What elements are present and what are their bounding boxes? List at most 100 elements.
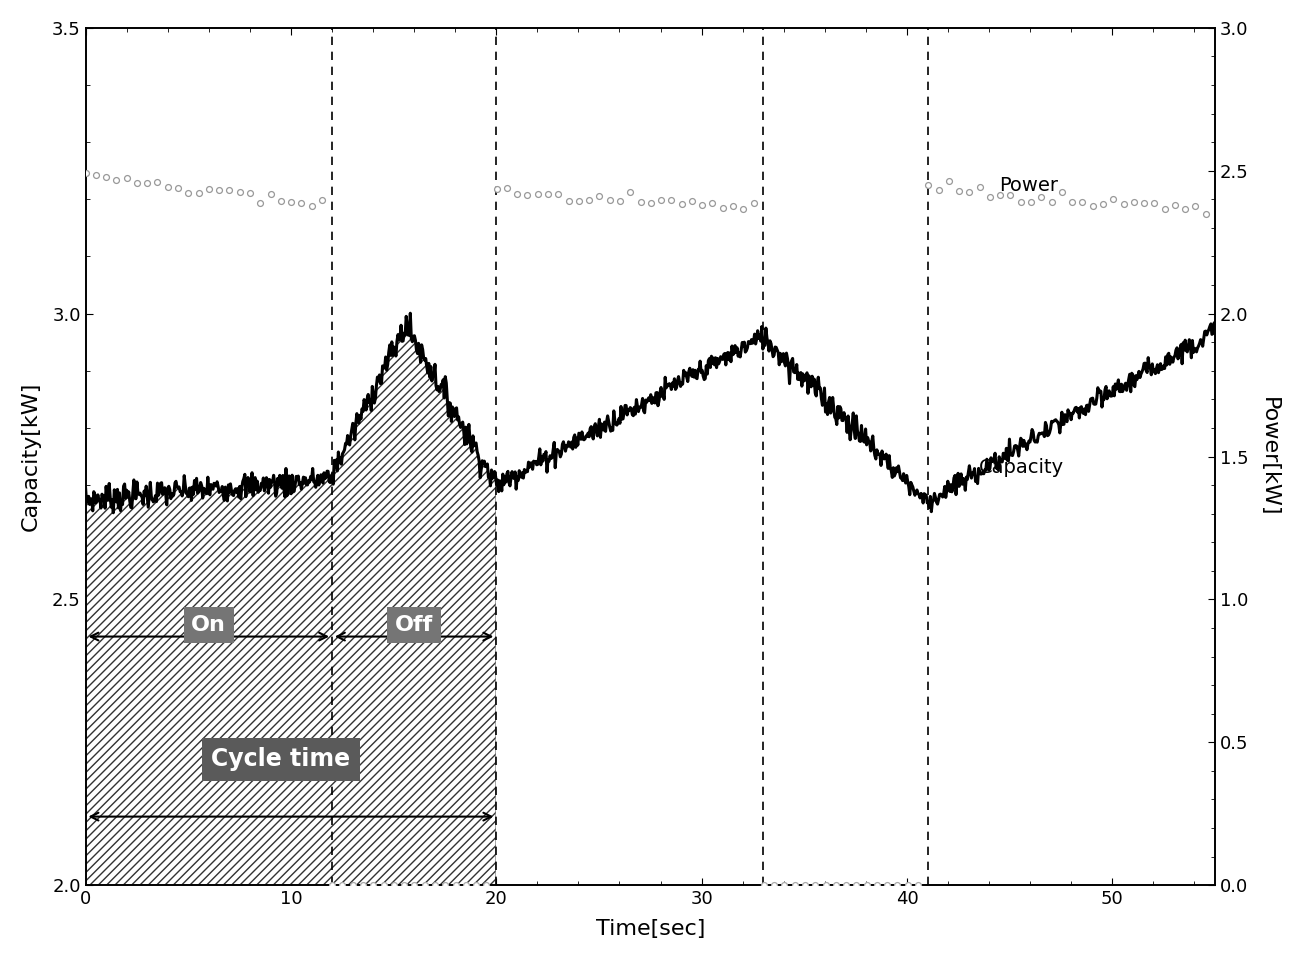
- Point: [486, 180, 507, 196]
- Point: [671, 196, 692, 211]
- Point: [620, 184, 641, 200]
- Point: [547, 186, 568, 202]
- Point: [312, 192, 333, 207]
- Point: [363, 877, 384, 893]
- Point: [826, 877, 846, 893]
- Point: [970, 180, 991, 195]
- Point: [239, 186, 260, 202]
- Point: [322, 877, 343, 893]
- Text: Power: Power: [1000, 176, 1058, 195]
- Point: [897, 877, 918, 893]
- Point: [126, 175, 147, 190]
- Point: [857, 877, 878, 893]
- Point: [1102, 191, 1123, 206]
- Point: [445, 877, 465, 893]
- Point: [712, 201, 733, 216]
- Point: [1165, 198, 1186, 213]
- Point: [352, 877, 373, 893]
- Point: [86, 168, 107, 183]
- Point: [784, 877, 805, 893]
- Point: [394, 877, 415, 893]
- Point: [116, 171, 136, 186]
- Point: [846, 877, 867, 893]
- Point: [218, 182, 239, 198]
- Point: [455, 877, 476, 893]
- Point: [497, 180, 517, 196]
- Point: [558, 194, 579, 209]
- Point: [528, 186, 549, 202]
- Point: [507, 187, 528, 203]
- Point: [415, 877, 436, 893]
- Point: [302, 199, 322, 214]
- Point: [928, 182, 949, 198]
- Point: [660, 193, 681, 208]
- Point: [989, 187, 1010, 203]
- Point: [949, 183, 970, 199]
- Point: [610, 194, 630, 209]
- Point: [918, 178, 939, 193]
- X-axis label: Time[sec]: Time[sec]: [595, 919, 705, 939]
- Point: [599, 192, 620, 207]
- Text: Cycle time: Cycle time: [211, 748, 350, 772]
- Y-axis label: Power[kW]: Power[kW]: [1260, 396, 1279, 516]
- Point: [436, 877, 456, 893]
- Point: [1154, 201, 1175, 216]
- Point: [876, 877, 897, 893]
- Point: [1113, 197, 1134, 212]
- Point: [681, 193, 702, 208]
- Point: [763, 877, 784, 893]
- Point: [959, 184, 980, 200]
- Point: [1010, 194, 1031, 209]
- Point: [733, 201, 754, 216]
- Point: [260, 186, 281, 202]
- Point: [1020, 195, 1041, 210]
- Point: [589, 188, 610, 204]
- Point: [291, 196, 312, 211]
- Point: [157, 180, 178, 195]
- Point: [1196, 206, 1217, 222]
- Point: [476, 877, 497, 893]
- Point: [1083, 199, 1104, 214]
- Point: [332, 877, 352, 893]
- Point: [107, 173, 127, 188]
- Point: [907, 877, 928, 893]
- Point: [229, 184, 250, 200]
- Point: [1062, 194, 1083, 209]
- Point: [867, 877, 888, 893]
- Point: [425, 877, 446, 893]
- Point: [136, 175, 157, 190]
- Point: [815, 877, 836, 893]
- Point: [836, 877, 857, 893]
- Point: [384, 877, 404, 893]
- Point: [1092, 197, 1113, 212]
- Point: [641, 195, 662, 210]
- Point: [692, 198, 712, 213]
- Point: [465, 877, 486, 893]
- Point: [744, 195, 764, 210]
- Point: [702, 196, 723, 211]
- Text: On: On: [191, 615, 226, 636]
- Point: [270, 193, 291, 208]
- Point: [281, 195, 302, 210]
- Point: [1123, 194, 1144, 209]
- Point: [199, 181, 220, 197]
- Point: [1041, 195, 1062, 210]
- Point: [209, 182, 230, 198]
- Y-axis label: Capacity[kW]: Capacity[kW]: [21, 382, 40, 531]
- Point: [178, 185, 199, 201]
- Point: [147, 174, 168, 189]
- Point: [1144, 195, 1165, 210]
- Text: Capacity: Capacity: [979, 459, 1063, 477]
- Point: [1031, 189, 1052, 204]
- Point: [96, 169, 117, 184]
- Point: [723, 198, 744, 213]
- Point: [188, 185, 209, 201]
- Point: [404, 877, 425, 893]
- Point: [1175, 202, 1196, 217]
- Point: [651, 192, 672, 207]
- Point: [1052, 184, 1072, 200]
- Point: [250, 196, 270, 211]
- Point: [805, 877, 826, 893]
- Point: [1072, 194, 1093, 209]
- Point: [774, 877, 794, 893]
